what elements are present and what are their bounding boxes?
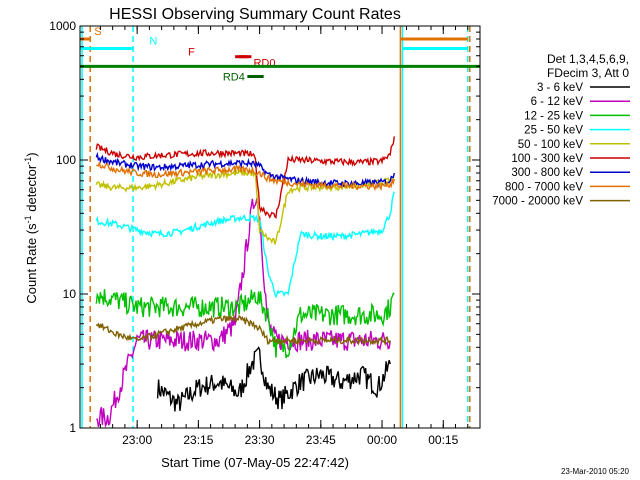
flag-label-F: F	[188, 47, 195, 59]
y-axis-label-exp2: -1	[23, 157, 33, 165]
legend-label-50-100keV: 50 - 100 keV	[518, 139, 584, 151]
x-tick-label-23:45: 23:45	[306, 433, 336, 447]
x-tick-label-00:15: 00:15	[428, 433, 458, 447]
y-axis-label: Count Rate (s-1 detector-1)	[23, 152, 39, 303]
legend-header-line-2: FDecim 3, Att 0	[547, 66, 629, 80]
plot-area: S N F RD0 RD4 1 10 100 1000 23:00 23:15 23:30 23:45 0…	[49, 19, 481, 447]
legend-label-300-800keV: 300 - 800 keV	[511, 167, 583, 179]
y-axis-label-close: )	[24, 152, 39, 156]
x-axis-label: Start Time (07-May-05 22:47:42)	[161, 455, 349, 470]
series-line-6-12keV	[96, 197, 391, 428]
legend-label-7000-20000keV: 7000 - 20000 keV	[492, 196, 583, 208]
legend-label-6-12keV: 6 - 12 keV	[531, 96, 584, 108]
legend-label-25-50keV: 25 - 50 keV	[524, 125, 583, 137]
legend: Det 1,3,4,5,6,9, FDecim 3, Att 0 3 - 6 k…	[492, 52, 630, 208]
legend-label-12-25keV: 12 - 25 keV	[524, 110, 583, 122]
y-axis-label-exp: -1	[23, 215, 33, 223]
x-tick-label-23:15: 23:15	[183, 433, 213, 447]
x-tick-label-00:00: 00:00	[367, 433, 397, 447]
flag-label-RD4: RD4	[223, 71, 245, 83]
legend-label-3-6keV: 3 - 6 keV	[537, 82, 583, 94]
legend-label-100-300keV: 100 - 300 keV	[511, 153, 583, 165]
flag-label-S: S	[94, 26, 101, 38]
flag-label-N: N	[149, 35, 157, 47]
series-line-100-300keV	[95, 136, 395, 219]
flag-label-RD0: RD0	[253, 58, 275, 70]
series-line-7000-20000keV	[95, 314, 391, 347]
footer-timestamp: 23-Mar-2010 05:20	[561, 467, 630, 476]
legend-label-800-7000keV: 800 - 7000 keV	[505, 181, 583, 193]
series-line-25-50keV	[95, 191, 395, 299]
chart-title: HESSI Observing Summary Count Rates	[109, 6, 401, 23]
y-axis-label-unit: detector	[24, 164, 39, 215]
series-line-12-25keV	[95, 289, 395, 359]
y-tick-label-1: 1	[69, 421, 76, 435]
series-line-3-6keV	[156, 346, 391, 412]
legend-header-line-1: Det 1,3,4,5,6,9,	[547, 52, 629, 66]
y-axis-label-text: Count Rate (s	[24, 223, 39, 304]
y-tick-label-100: 100	[56, 153, 76, 167]
x-tick-label-23:30: 23:30	[245, 433, 275, 447]
axes-frame	[79, 25, 481, 429]
y-tick-label-1000: 1000	[49, 19, 76, 33]
series-line-800-7000keV	[96, 162, 395, 192]
y-tick-label-10: 10	[63, 287, 77, 301]
x-tick-label-23:00: 23:00	[122, 433, 152, 447]
